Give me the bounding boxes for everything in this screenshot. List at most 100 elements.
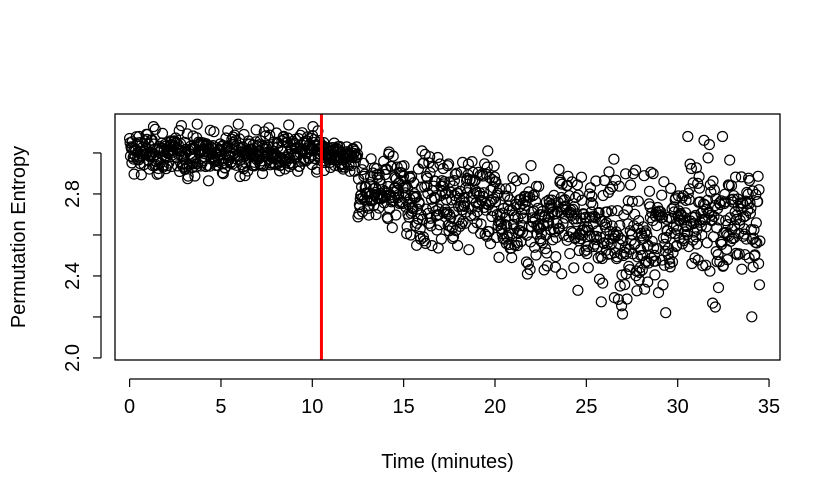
data-point	[618, 209, 630, 221]
data-point	[553, 163, 565, 176]
data-point	[488, 160, 500, 172]
data-point	[721, 254, 734, 266]
data-point	[481, 161, 493, 173]
data-point	[606, 205, 618, 217]
data-point	[660, 307, 672, 319]
data-point	[685, 162, 698, 175]
data-point	[434, 219, 446, 231]
data-point	[657, 279, 669, 291]
data-point	[643, 185, 656, 197]
data-point	[682, 187, 694, 199]
data-point	[748, 224, 760, 236]
data-point	[406, 170, 418, 182]
data-point	[519, 199, 531, 211]
data-point	[624, 264, 636, 276]
data-point	[383, 146, 395, 158]
data-point	[752, 195, 764, 208]
data-point	[679, 226, 691, 238]
x-axis-title: Time (minutes)	[381, 451, 514, 473]
data-point	[493, 251, 505, 263]
data-point	[202, 175, 215, 187]
data-point	[584, 182, 597, 194]
data-point	[742, 205, 754, 217]
data-point	[523, 186, 535, 198]
data-point	[484, 196, 496, 209]
data-point	[390, 209, 402, 221]
data-point	[603, 166, 615, 178]
data-point	[379, 168, 391, 181]
data-point	[356, 181, 368, 193]
data-point	[719, 188, 731, 200]
data-point	[613, 180, 625, 192]
data-point	[616, 308, 629, 320]
data-point	[665, 182, 677, 194]
data-point	[539, 243, 552, 255]
data-point	[549, 261, 562, 273]
data-point	[482, 145, 494, 157]
data-point	[566, 176, 578, 188]
data-point	[726, 223, 738, 236]
data-point	[493, 182, 506, 195]
data-point	[702, 152, 714, 164]
y-tick-label: 2.8	[62, 180, 84, 208]
data-point	[750, 217, 762, 229]
data-point	[658, 176, 670, 188]
data-point	[450, 224, 462, 237]
data-point	[615, 300, 628, 312]
data-point	[729, 171, 742, 183]
data-point	[724, 154, 736, 166]
data-point	[507, 172, 519, 184]
data-point	[593, 273, 606, 285]
data-point	[754, 235, 766, 247]
y-axis: 2.0 2.4 2.8	[62, 152, 102, 372]
data-point	[128, 168, 140, 180]
data-point	[666, 256, 679, 268]
data-point	[747, 261, 759, 273]
data-point	[597, 277, 609, 289]
x-tick-label: 10	[301, 396, 323, 418]
data-point	[359, 168, 371, 180]
x-tick-label: 20	[484, 396, 506, 418]
y-axis-title: Permutation Entropy	[8, 146, 30, 328]
data-point	[449, 168, 461, 181]
data-point	[500, 183, 512, 195]
data-point	[541, 260, 553, 272]
data-point	[642, 276, 654, 288]
data-point	[466, 156, 478, 168]
data-point	[595, 296, 607, 308]
data-point	[746, 311, 758, 323]
data-point	[716, 130, 729, 143]
data-point	[610, 174, 622, 186]
data-point	[633, 274, 645, 286]
data-point	[724, 235, 737, 247]
data-point	[479, 158, 491, 170]
data-point	[478, 187, 490, 199]
data-point	[614, 219, 626, 232]
data-point	[617, 235, 629, 247]
data-point	[572, 284, 584, 296]
data-point	[402, 182, 414, 194]
data-point	[614, 280, 626, 292]
data-point	[538, 264, 550, 276]
data-point	[687, 234, 699, 246]
data-point	[564, 248, 576, 260]
data-point	[386, 222, 398, 234]
data-point	[416, 213, 429, 225]
data-point	[410, 190, 422, 202]
data-point	[451, 167, 463, 179]
data-point	[719, 196, 731, 208]
data-point	[569, 191, 582, 204]
data-point	[712, 249, 724, 261]
data-point	[423, 217, 435, 229]
data-point	[621, 293, 633, 305]
data-point	[525, 160, 537, 172]
data-point	[274, 165, 286, 177]
data-point	[413, 198, 425, 210]
data-point	[375, 178, 387, 190]
data-point	[619, 168, 632, 180]
data-point	[418, 157, 430, 169]
data-point	[663, 253, 675, 265]
data-point	[475, 218, 487, 230]
data-point	[215, 141, 228, 153]
